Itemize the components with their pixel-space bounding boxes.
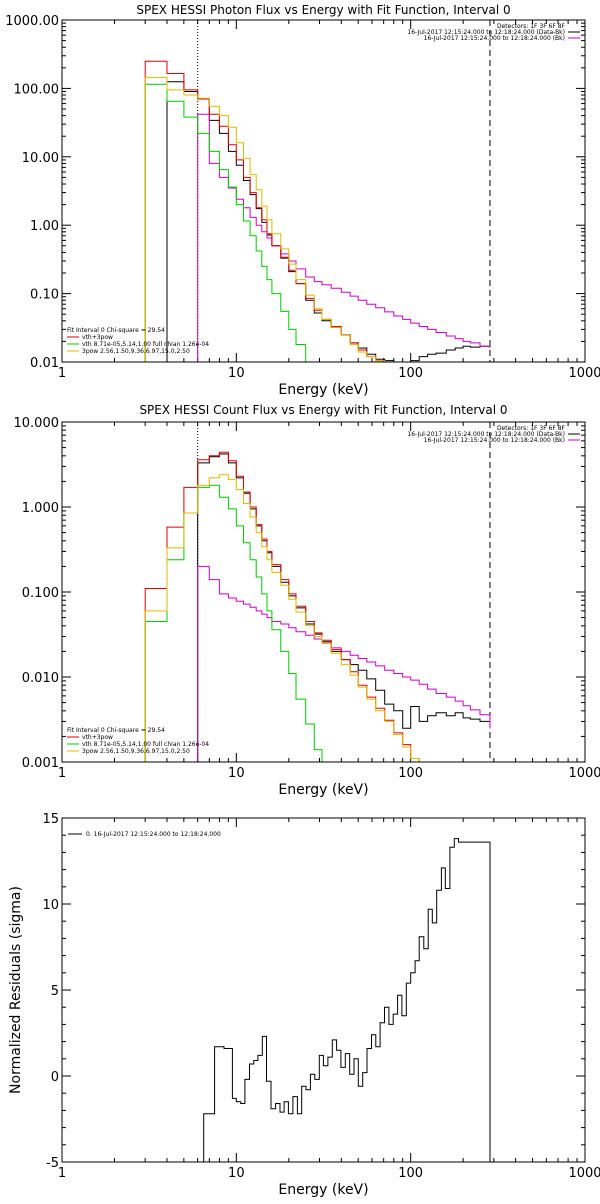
chart-panel-3: 1 10 100 1000 -5 0 5 10 15 Energy (keV) Normalized… (8, 812, 600, 1198)
plot-frame (62, 20, 585, 362)
legend-bottom-left-entry: vth+3pow (82, 334, 113, 341)
legend-bottom-left-entry: Fit Interval 0 Chi-square = 29.54 (67, 327, 165, 334)
legend-top-right-entry: 16-Jul-2017 12:15:24.000 to 12:18:24.000… (424, 437, 565, 444)
x-axis-label: Energy (keV) (278, 782, 368, 798)
x-tick-label: 100 (398, 366, 423, 381)
chart-panel-1: SPEX HESSI Photon Flux vs Energy with Fi… (5, 3, 600, 398)
y-tick-label: -5 (46, 1156, 59, 1171)
y-tick-label: 1000.00 (5, 14, 59, 29)
legend-bottom-left-entry: 3pow 2.56,1.50,9.36,6.97,15.0,2.50 (82, 748, 190, 755)
x-tick-label: 1000 (568, 366, 600, 381)
y-tick-label: 15 (42, 812, 59, 827)
y-tick-label: 1.000 (22, 501, 59, 516)
y-tick-label: 0.100 (22, 586, 59, 601)
series-line-1 (198, 839, 490, 1162)
legend-bottom-left-entry: vth+3pow (82, 734, 113, 741)
legend-bottom-left-entry: vth 8.71e-05,5.14,1.00 full chian 1.26e-… (82, 741, 209, 748)
y-tick-label: 1.00 (30, 219, 59, 234)
y-axis-label: Normalized Residuals (sigma) (8, 886, 24, 1094)
series-line-5 (145, 77, 403, 362)
legend-top-right-entry: 16-Jul-2017 12:15:24.000 to 12:18:24.000… (424, 35, 565, 42)
x-tick-label: 1 (58, 366, 66, 381)
x-tick-label: 1 (58, 766, 66, 781)
plot-frame (62, 818, 585, 1162)
chart-title: SPEX HESSI Count Flux vs Energy with Fit… (139, 403, 507, 417)
y-tick-label: 10 (42, 898, 59, 913)
x-tick-label: 1000 (568, 1166, 600, 1181)
plot-frame (62, 422, 585, 762)
x-tick-label: 100 (398, 766, 423, 781)
y-tick-label: 10.00 (22, 151, 59, 166)
x-axis-label: Energy (keV) (278, 382, 368, 398)
y-tick-label: 0 (51, 1070, 59, 1085)
x-tick-label: 1000 (568, 766, 600, 781)
y-tick-label: 0.001 (22, 756, 59, 771)
legend-bottom-left-entry: Fit Interval 0 Chi-square = 29.54 (67, 727, 165, 734)
y-tick-label: 0.01 (30, 356, 59, 371)
y-tick-label: 5 (51, 984, 59, 999)
series-line-3 (145, 452, 427, 762)
y-tick-label: 0.010 (22, 671, 59, 686)
legend-entry: 0. 16-Jul-2017 12:15:24.000 to 12:18:24.… (86, 831, 221, 838)
series-line-2 (198, 114, 490, 362)
series-line-1 (198, 454, 490, 762)
x-tick-label: 100 (398, 1166, 423, 1181)
x-axis-label: Energy (keV) (278, 1182, 368, 1198)
x-tick-label: 10 (228, 766, 245, 781)
legend-bottom-left-entry: vth 8.71e-05,5.14,1.00 full chian 1.26e-… (82, 341, 209, 348)
chart-panel-2: SPEX HESSI Count Flux vs Energy with Fit… (14, 403, 600, 798)
y-tick-label: 100.00 (14, 82, 60, 97)
chart-title: SPEX HESSI Photon Flux vs Energy with Fi… (136, 3, 510, 17)
series-line-5 (145, 475, 427, 762)
y-tick-label: 10.000 (14, 416, 60, 431)
series-line-1 (145, 82, 490, 362)
legend-bottom-left-entry: 3pow 2.56,1.50,9.36,6.97,15.0,2.50 (82, 348, 190, 355)
x-tick-label: 10 (228, 1166, 245, 1181)
y-tick-label: 0.10 (30, 288, 59, 303)
x-tick-label: 10 (228, 366, 245, 381)
x-tick-label: 1 (58, 1166, 66, 1181)
